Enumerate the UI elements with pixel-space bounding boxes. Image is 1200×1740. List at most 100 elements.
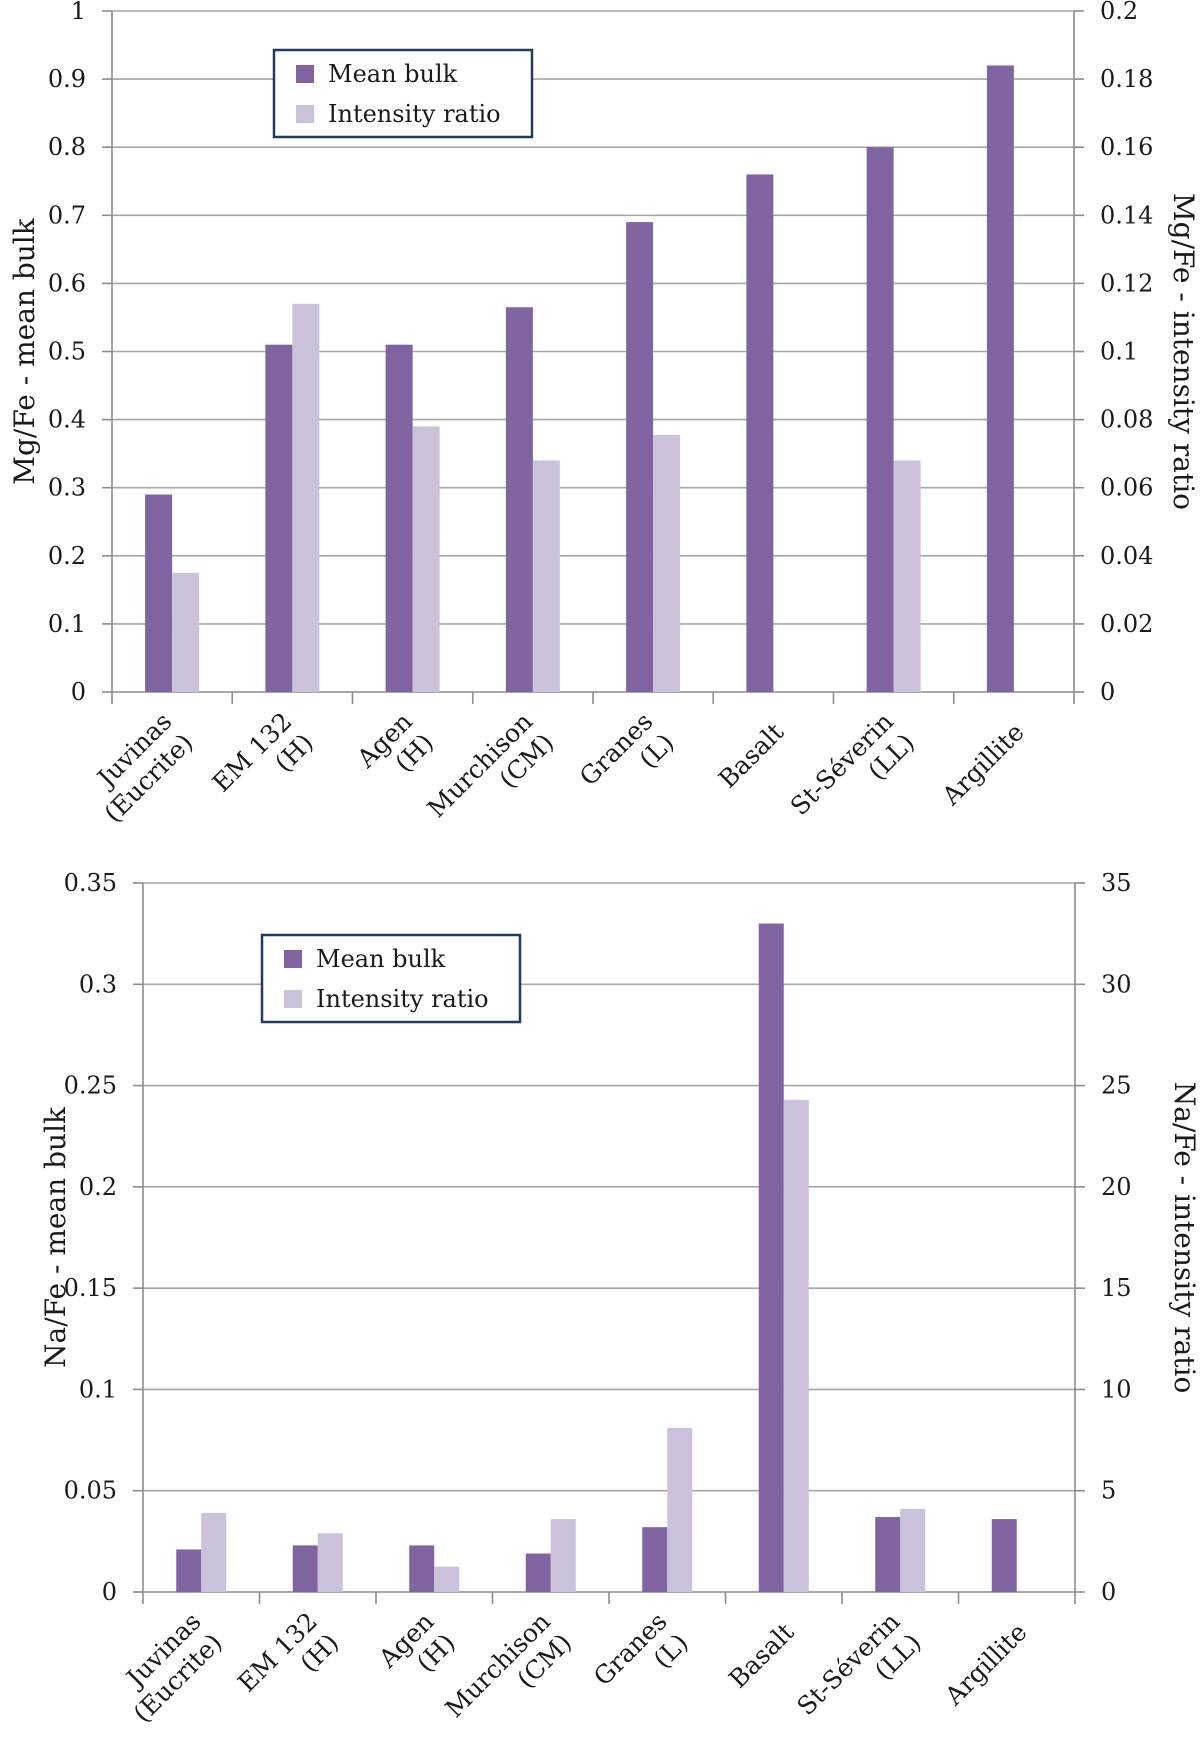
legend-label: Intensity ratio (316, 985, 489, 1013)
left-axis-title: Mg/Fe - mean bulk (8, 217, 41, 484)
left-tick-label: 0.1 (79, 1375, 117, 1403)
category-label: St-Séverin(LL) (785, 707, 920, 821)
legend: Mean bulk Intensity ratio (260, 933, 522, 1024)
left-tick-label: 0.6 (48, 269, 86, 297)
bar-mean-bulk (875, 1517, 901, 1592)
right-tick-label: 0.04 (1100, 542, 1153, 570)
category-label: Granes(L) (588, 1607, 694, 1692)
bar-mean-bulk (991, 1519, 1017, 1592)
left-tick-label: 0 (71, 678, 86, 706)
legend-label: Intensity ratio (328, 100, 501, 128)
right-tick-label: 0.06 (1100, 474, 1153, 502)
legend-swatch (296, 65, 314, 83)
right-tick-label: 5 (1101, 1477, 1116, 1505)
legend-label: Mean bulk (316, 945, 446, 973)
bar-intensity-ratio (317, 1533, 343, 1592)
bar-mean-bulk (642, 1527, 668, 1592)
right-tick-label: 0.08 (1100, 406, 1153, 434)
category-label: Argillite (936, 717, 1030, 811)
bar-mean-bulk (986, 65, 1014, 693)
bar-intensity-ratio (412, 426, 440, 692)
left-tick-label: 0.1 (48, 610, 86, 638)
category-label: Agen(H) (372, 1607, 460, 1678)
left-tick-label: 0.05 (64, 1477, 117, 1505)
category-label-line: Argillite (939, 1617, 1033, 1711)
category-label: Juvinas(Eucrite) (119, 1607, 228, 1728)
right-tick-label: 0 (1100, 678, 1115, 706)
bar-mean-bulk (292, 1545, 318, 1592)
left-tick-label: 1 (71, 0, 86, 25)
legend-swatch (284, 950, 302, 968)
category-label: Basalt (723, 1617, 799, 1693)
legend-box (272, 48, 534, 139)
right-tick-label: 20 (1101, 1173, 1132, 1201)
bar-intensity-ratio (550, 1519, 576, 1592)
na-fe-chart: 0 0 0.05 5 0.1 10 0.15 15 0.2 20 0.25 25 0.3 30 0.35 35… (39, 869, 1200, 1728)
left-tick-label: 0.2 (79, 1173, 117, 1201)
mg-fe-chart: 0 0 0.1 0.02 0.2 0.04 0.3 0.06 0.4 0.08 0.5 0.1 0.6 0… (8, 0, 1200, 828)
legend-swatch (284, 990, 302, 1008)
category-label: Basalt (713, 717, 789, 793)
left-tick-label: 0.9 (48, 65, 86, 93)
right-axis-title: Na/Fe - intensity ratio (1168, 1082, 1200, 1394)
right-tick-label: 0.18 (1100, 65, 1153, 93)
bar-intensity-ratio (900, 1508, 926, 1592)
bar-intensity-ratio (667, 1427, 693, 1592)
bar-mean-bulk (265, 344, 293, 692)
category-label: Agen(H) (351, 707, 439, 778)
category-label: Murchison(CM) (440, 1607, 578, 1723)
left-tick-label: 0.3 (48, 474, 86, 502)
bar-mean-bulk (525, 1553, 551, 1592)
left-tick-label: 0.3 (79, 970, 117, 998)
bar-intensity-ratio (893, 460, 921, 692)
legend-swatch (296, 105, 314, 123)
left-tick-label: 0.8 (48, 133, 86, 161)
left-tick-label: 0.2 (48, 542, 86, 570)
bar-mean-bulk (176, 1549, 202, 1592)
bar-intensity-ratio (783, 1099, 809, 1592)
right-tick-label: 0.12 (1100, 269, 1153, 297)
left-tick-label: 0.5 (48, 338, 86, 366)
category-label: St-Séverin(LL) (791, 1607, 926, 1721)
bar-mean-bulk (505, 307, 533, 692)
right-tick-label: 10 (1101, 1375, 1132, 1403)
bar-intensity-ratio (292, 303, 320, 692)
right-tick-label: 0.2 (1100, 0, 1138, 25)
right-tick-label: 25 (1101, 1072, 1132, 1100)
bar-intensity-ratio (434, 1566, 460, 1592)
bar-mean-bulk (758, 923, 784, 1592)
left-tick-label: 0.7 (48, 201, 86, 229)
right-tick-label: 0.02 (1100, 610, 1153, 638)
left-tick-label: 0.4 (48, 406, 86, 434)
right-axis-title: Mg/Fe - intensity ratio (1167, 193, 1200, 510)
bar-mean-bulk (145, 494, 173, 692)
right-tick-label: 0.1 (1100, 338, 1138, 366)
legend-label: Mean bulk (328, 60, 458, 88)
bar-mean-bulk (746, 174, 774, 692)
left-axis-title: Na/Fe - mean bulk (39, 1106, 72, 1368)
category-label: Granes(L) (574, 707, 680, 792)
legend: Mean bulk Intensity ratio (272, 48, 534, 139)
bar-intensity-ratio (201, 1512, 227, 1592)
category-label-line: Basalt (713, 717, 789, 793)
bar-intensity-ratio (172, 572, 200, 692)
bar-mean-bulk (385, 344, 413, 692)
right-tick-label: 0 (1101, 1578, 1116, 1606)
left-tick-label: 0.25 (64, 1072, 117, 1100)
category-label: EM 132(H) (207, 707, 319, 798)
right-tick-label: 15 (1101, 1274, 1132, 1302)
bar-intensity-ratio (532, 460, 560, 692)
category-label: Murchison(CM) (422, 707, 560, 823)
legend-box (260, 933, 522, 1024)
category-label: Argillite (939, 1617, 1033, 1711)
bar-mean-bulk (626, 222, 654, 693)
right-tick-label: 0.14 (1100, 201, 1153, 229)
category-label-line: Argillite (936, 717, 1030, 811)
right-tick-label: 30 (1101, 970, 1132, 998)
bar-intensity-ratio (653, 434, 681, 692)
category-label: EM 132(H) (232, 1607, 344, 1698)
left-tick-label: 0 (102, 1578, 117, 1606)
category-label: Juvinas(Eucrite) (90, 707, 199, 828)
bar-mean-bulk (866, 147, 894, 692)
left-tick-label: 0.15 (64, 1274, 117, 1302)
